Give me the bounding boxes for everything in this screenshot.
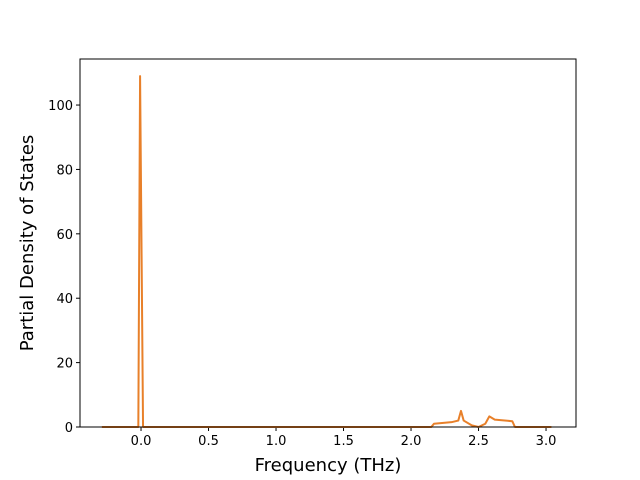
- y-axis-label: Partial Density of States: [17, 135, 38, 352]
- y-tick-label: 20: [56, 357, 73, 372]
- x-tick-label: 1.0: [266, 434, 287, 449]
- y-tick-label: 100: [48, 99, 73, 114]
- x-tick-label: 2.0: [401, 434, 422, 449]
- y-tick-label: 60: [56, 228, 73, 243]
- x-tick-label: 0.5: [198, 434, 219, 449]
- x-tick-label: 1.5: [333, 434, 354, 449]
- y-tick-label: 80: [56, 163, 73, 178]
- y-tick-label: 0: [65, 421, 73, 436]
- x-tick-label: 3.0: [536, 434, 557, 449]
- x-axis-label: Frequency (THz): [255, 455, 402, 476]
- x-tick-label: 2.5: [468, 434, 489, 449]
- y-tick-label: 40: [56, 292, 73, 307]
- line-series: [101, 75, 552, 428]
- x-tick-label: 0.0: [131, 434, 152, 449]
- plot-frame: [79, 58, 577, 428]
